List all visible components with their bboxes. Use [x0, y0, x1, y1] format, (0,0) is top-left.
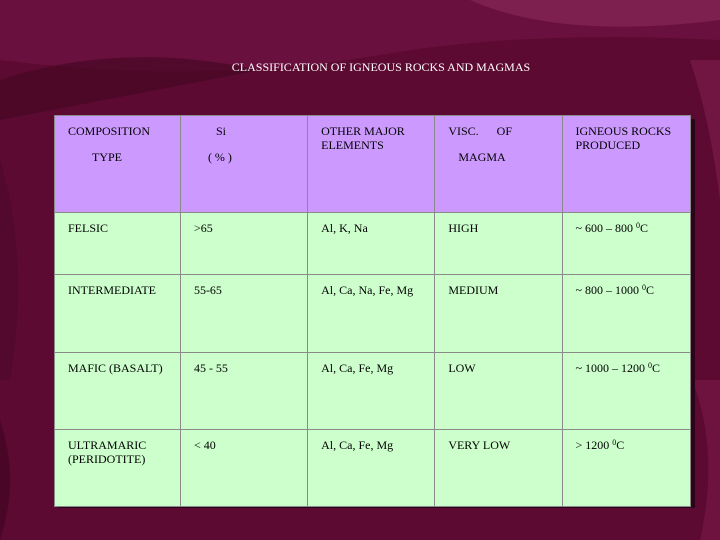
cell-elements: Al, Ca, Fe, Mg — [307, 429, 436, 507]
cell-si: 55-65 — [179, 274, 309, 353]
header-composition: COMPOSITION — [68, 124, 151, 138]
cell-temperature: > 1200 0C — [561, 429, 691, 507]
table-header-row: COMPOSITION TYPE Si ( % ) OTHER MAJOR EL… — [54, 115, 691, 213]
temp-degree: 0 — [636, 221, 640, 230]
cell-type: INTERMEDIATE — [54, 274, 181, 353]
header-rocks-produced-label: IGNEOUS ROCKS PRODUCED — [575, 124, 672, 152]
header-other-elements: OTHER MAJOR ELEMENTS — [307, 115, 436, 213]
cell-type: FELSIC — [54, 212, 181, 275]
temp-value: ~ 600 – 800 — [575, 221, 636, 235]
cell-type-line1: ULTRAMARIC — [68, 438, 147, 452]
table-row: INTERMEDIATE 55-65 Al, Ca, Na, Fe, Mg ME… — [54, 274, 691, 353]
page-title: CLASSIFICATION OF IGNEOUS ROCKS AND MAGM… — [231, 60, 531, 74]
header-si: Si ( % ) — [179, 115, 309, 213]
cell-viscosity: HIGH — [434, 212, 563, 275]
cell-elements-text: Al, Ca, Na, Fe, Mg — [321, 283, 414, 297]
cell-elements: Al, Ca, Na, Fe, Mg — [307, 274, 436, 353]
temp-unit: C — [652, 361, 661, 375]
table-row: ULTRAMARIC (PERIDOTITE) < 40 Al, Ca, Fe,… — [54, 429, 691, 507]
cell-type: ULTRAMARIC (PERIDOTITE) — [54, 429, 181, 507]
table-row: MAFIC (BASALT) 45 - 55 Al, Ca, Fe, Mg LO… — [54, 352, 691, 430]
header-visc-label: VISC. OF — [448, 124, 512, 138]
cell-viscosity: VERY LOW — [434, 429, 563, 507]
header-viscosity: VISC. OF MAGMA — [434, 115, 563, 213]
header-rocks-produced: IGNEOUS ROCKS PRODUCED — [561, 115, 691, 213]
cell-si: < 40 — [179, 429, 309, 507]
header-magma-label: MAGMA — [458, 150, 506, 164]
cell-temperature: ~ 1000 – 1200 0C — [561, 352, 691, 430]
temp-degree: 0 — [612, 438, 617, 447]
temp-unit: C — [640, 221, 649, 235]
temp-degree: 0 — [648, 361, 652, 370]
temp-value: ~ 1000 – 1200 — [575, 361, 648, 375]
temp-unit: C — [616, 438, 625, 452]
cell-temperature: ~ 800 – 1000 0C — [561, 274, 691, 353]
temp-unit: C — [646, 283, 655, 297]
cell-type-text: MAFIC (BASALT) — [68, 361, 163, 375]
header-type: TYPE — [92, 150, 122, 164]
header-si-unit: ( % ) — [207, 150, 232, 164]
classification-table: COMPOSITION TYPE Si ( % ) OTHER MAJOR EL… — [54, 115, 691, 507]
cell-type-line2: (PERIDOTITE) — [68, 452, 146, 466]
header-si-label: Si — [215, 124, 226, 138]
cell-si: 45 - 55 — [179, 352, 309, 430]
temp-value: > 1200 — [575, 438, 613, 452]
header-composition-type: COMPOSITION TYPE — [54, 115, 181, 213]
cell-temperature: ~ 600 – 800 0C — [561, 212, 691, 275]
table-row: FELSIC >65 Al, K, Na HIGH ~ 600 – 800 0C — [54, 212, 691, 275]
cell-type: MAFIC (BASALT) — [54, 352, 181, 430]
cell-viscosity: MEDIUM — [434, 274, 563, 353]
temp-degree: 0 — [642, 283, 646, 292]
cell-elements: Al, K, Na — [307, 212, 436, 275]
temp-value: ~ 800 – 1000 — [575, 283, 642, 297]
cell-si: >65 — [179, 212, 309, 275]
header-other-elements-label: OTHER MAJOR ELEMENTS — [321, 124, 405, 152]
cell-viscosity: LOW — [434, 352, 563, 430]
cell-elements: Al, Ca, Fe, Mg — [307, 352, 436, 430]
